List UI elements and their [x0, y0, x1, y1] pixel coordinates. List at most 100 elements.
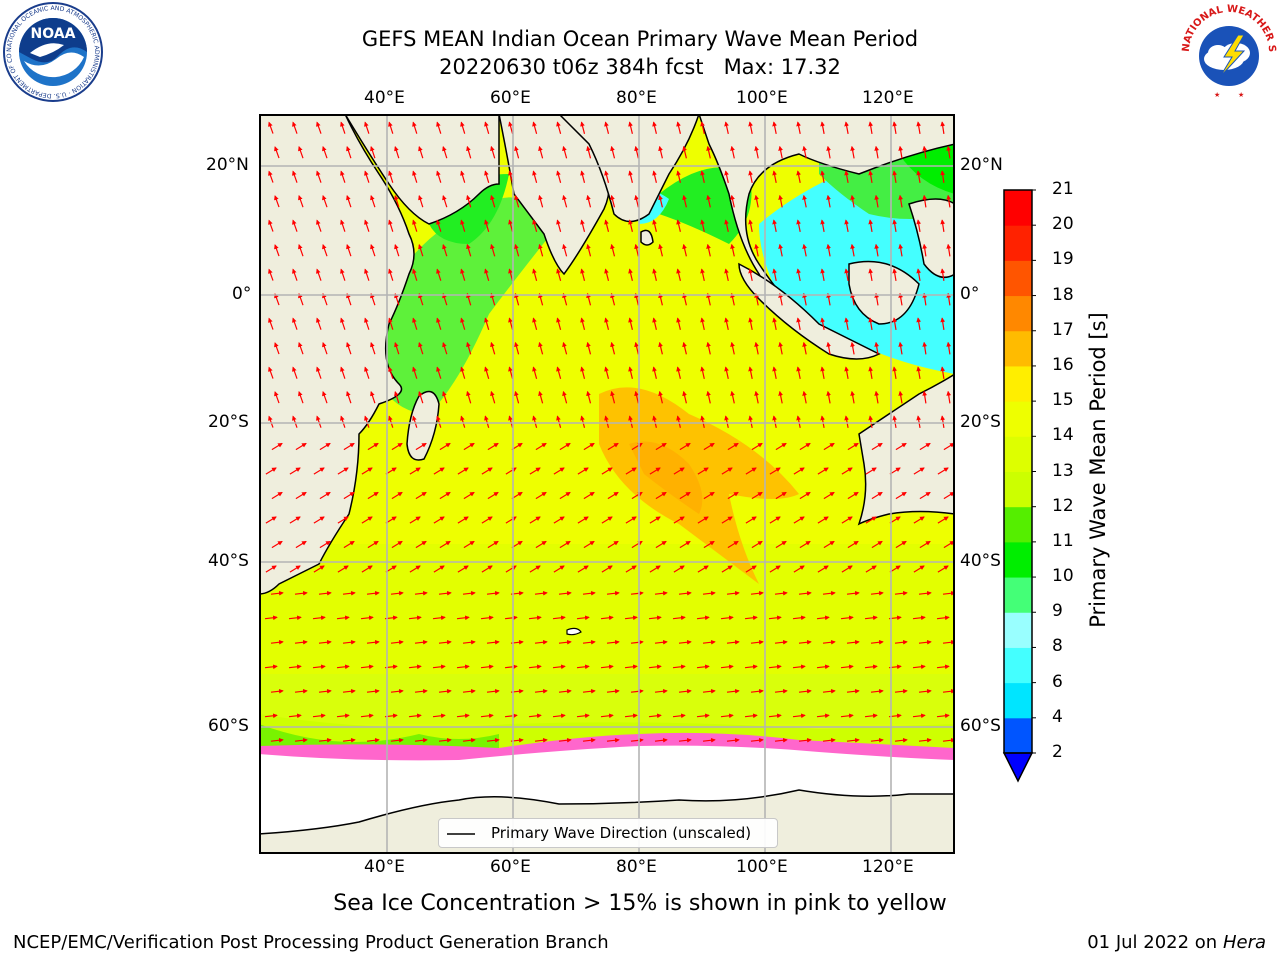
- wave-arrow: [772, 317, 777, 331]
- wave-arrow: [724, 415, 729, 429]
- wave-arrow: [268, 121, 274, 134]
- wave-arrow: [532, 268, 538, 281]
- wave-arrow: [796, 366, 801, 380]
- wave-arrow: [414, 737, 428, 743]
- wave-arrow: [628, 268, 633, 281]
- wave-arrow: [919, 540, 931, 549]
- wave-arrow: [796, 170, 801, 184]
- wave-arrow: [298, 391, 304, 404]
- wave-arrow: [654, 639, 668, 645]
- wave-arrow: [367, 540, 379, 549]
- wave-arrow: [439, 442, 451, 451]
- wave-arrow: [486, 688, 500, 694]
- wave-arrow: [460, 170, 466, 183]
- wave-arrow: [604, 268, 610, 281]
- wave-arrow: [316, 170, 322, 183]
- wave-arrow: [748, 415, 753, 429]
- wave-arrow: [457, 565, 469, 573]
- wave-arrow: [678, 590, 692, 596]
- wave-arrow: [624, 664, 638, 670]
- wave-arrow: [532, 219, 538, 232]
- wave-arrow: [672, 664, 686, 670]
- wave-arrow: [922, 194, 928, 208]
- colorbar-tick-label: 20: [1052, 214, 1074, 235]
- wave-arrow: [748, 170, 753, 184]
- wave-arrow: [918, 590, 932, 596]
- wave-arrow: [751, 540, 763, 549]
- wave-arrow: [774, 737, 788, 743]
- footer-machine: Hera: [1222, 932, 1266, 953]
- wave-arrow: [946, 243, 952, 257]
- wave-arrow: [871, 491, 883, 500]
- wave-arrow: [481, 565, 493, 573]
- wave-arrow: [604, 170, 610, 183]
- wave-arrow: [730, 341, 735, 355]
- wave-arrow: [798, 590, 812, 596]
- wave-arrow: [895, 491, 907, 500]
- wave-arrow: [630, 590, 644, 596]
- wave-arrow: [682, 243, 687, 257]
- wave-arrow: [898, 243, 904, 257]
- wave-arrow: [456, 664, 470, 670]
- wave-arrow: [846, 590, 860, 596]
- wave-arrow: [625, 467, 637, 475]
- wave-arrow: [726, 688, 740, 694]
- wave-arrow: [793, 516, 805, 524]
- wave-arrow: [793, 467, 805, 475]
- wave-arrow: [586, 145, 592, 159]
- wave-arrow: [654, 590, 668, 596]
- wave-arrow: [508, 121, 514, 134]
- wave-arrow: [558, 590, 572, 596]
- wave-arrow: [562, 390, 568, 404]
- wave-arrow: [364, 219, 370, 232]
- wave-arrow: [408, 713, 422, 719]
- wave-arrow: [337, 565, 349, 573]
- wave-arrow: [292, 366, 298, 379]
- wave-arrow: [460, 268, 466, 281]
- wave-period-map: [259, 114, 955, 854]
- wave-arrow: [490, 390, 496, 404]
- wave-arrow: [270, 590, 284, 596]
- wave-arrow: [486, 590, 500, 596]
- wave-arrow: [552, 713, 566, 719]
- wave-arrow: [679, 442, 691, 451]
- wave-arrow: [823, 540, 835, 549]
- wave-arrow: [292, 317, 298, 330]
- wave-arrow: [913, 565, 925, 573]
- wave-arrow: [322, 146, 328, 159]
- colorbar-segment: [1004, 506, 1032, 543]
- wave-arrow: [552, 615, 566, 621]
- wave-arrow: [874, 341, 880, 355]
- wave-arrow: [562, 341, 568, 355]
- wave-arrow: [436, 268, 442, 281]
- wave-arrow: [678, 639, 692, 645]
- wave-arrow: [724, 121, 729, 135]
- wave-arrow: [580, 268, 586, 281]
- wave-arrow: [322, 391, 328, 404]
- wave-arrow: [676, 170, 681, 183]
- wave-arrow: [295, 491, 307, 500]
- wave-arrow: [288, 664, 302, 670]
- wave-arrow: [370, 244, 376, 257]
- wave-arrow: [313, 516, 325, 524]
- wave-arrow: [703, 540, 715, 549]
- wave-arrow: [673, 516, 685, 524]
- wave-arrow: [625, 565, 637, 573]
- wave-arrow: [319, 491, 331, 500]
- wave-arrow: [697, 565, 709, 573]
- wave-arrow: [624, 713, 638, 719]
- wave-arrow: [340, 366, 346, 379]
- wave-arrow: [703, 442, 715, 451]
- wave-arrow: [678, 737, 692, 743]
- wave-arrow: [894, 737, 908, 743]
- wave-arrow: [436, 366, 442, 379]
- wave-arrow: [628, 170, 633, 183]
- wave-arrow: [274, 146, 280, 159]
- wave-arrow: [754, 341, 759, 355]
- wave-arrow: [313, 467, 325, 475]
- wave-arrow: [433, 467, 445, 475]
- wave-arrow: [418, 244, 424, 257]
- nws-logo: NATIONAL WEATHER SERVICE ★ ★: [1178, 1, 1277, 100]
- wave-arrow: [700, 366, 705, 380]
- wave-arrow: [841, 565, 853, 573]
